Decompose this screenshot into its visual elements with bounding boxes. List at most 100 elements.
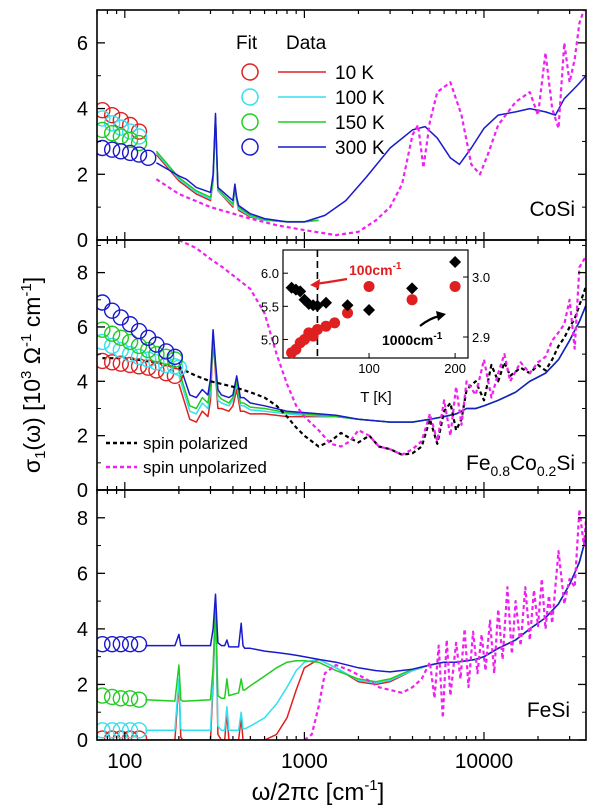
- inset-label-100-sup: -1: [393, 261, 402, 272]
- inset-point-1000cm: [294, 285, 307, 298]
- inset-label-1000: 1000cm-1: [382, 331, 443, 348]
- fecosi-label-co: Co: [510, 452, 537, 475]
- panel-frame-fesi: [96, 489, 587, 741]
- fit-marker-t150: [97, 687, 111, 704]
- y-tick-label: 2: [77, 674, 88, 696]
- y-tick-label: 6: [77, 33, 88, 55]
- fit-marker-t150: [140, 341, 157, 359]
- y-axis-label-mid: (ω) [10: [19, 379, 45, 451]
- fit-marker-t10: [130, 123, 148, 140]
- fit-marker-t10: [166, 367, 184, 385]
- inset-point-100cm: [329, 317, 341, 329]
- fit-marker-t150: [97, 121, 111, 139]
- y-axis-label-mid2: Ω: [19, 347, 45, 371]
- legend-label-t300: 300 K: [335, 138, 385, 159]
- legend-fit-marker-t100: [241, 88, 259, 106]
- panel-label-cosi: CoSi: [529, 198, 575, 221]
- legend-fit-marker-t300: [241, 138, 259, 156]
- fit-marker-t300: [97, 294, 111, 311]
- legend-fit-marker-t10: [241, 63, 259, 81]
- y-axis-label-mid3: cm: [19, 297, 45, 334]
- inset-point-1000cm: [320, 296, 333, 309]
- series-t150-fesi: [145, 537, 586, 702]
- fit-marker-t150: [112, 690, 130, 707]
- fit-marker-t300: [97, 635, 111, 653]
- theory-legend: spin polarized spin unpolarized: [106, 434, 267, 477]
- fit-marker-t300: [130, 635, 148, 653]
- fit-marker-t150: [121, 690, 139, 707]
- x-tick-label: 100: [107, 750, 142, 773]
- fit-marker-t100: [112, 341, 130, 359]
- series-t300-fecosi: [178, 304, 586, 423]
- inset-left-tick-label: 5.5: [261, 299, 279, 314]
- fecosi-label-si: Si: [556, 452, 575, 475]
- y-tick-label: 0: [77, 480, 88, 502]
- legend-label-spin-unpolarized: spin unpolarized: [143, 458, 267, 477]
- fit-marker-t100: [121, 123, 139, 140]
- fecosi-label-fe: Fe: [466, 452, 491, 475]
- y-tick-label: 2: [77, 164, 88, 186]
- legend-label-t100: 100 K: [335, 88, 385, 109]
- inset-point-100cm: [449, 280, 461, 292]
- y-axis-label-sup3: -1: [18, 283, 35, 296]
- fit-marker-t150: [157, 348, 175, 366]
- y-tick-label: 6: [77, 563, 88, 585]
- fit-marker-t150: [103, 688, 121, 706]
- fit-marker-t300: [121, 635, 139, 653]
- legend-fit-marker-t150: [241, 113, 259, 131]
- fecosi-label-sub2: 0.2: [537, 463, 557, 479]
- fit-marker-t150: [130, 134, 148, 152]
- inset-point-100cm: [342, 307, 354, 319]
- inset-label-100-main: 100cm: [349, 262, 393, 278]
- fit-marker-t10: [112, 355, 130, 372]
- fit-marker-t100: [121, 345, 139, 363]
- inset-x-label: T [K]: [360, 389, 391, 406]
- y-axis-label-end: ]: [19, 277, 45, 283]
- fit-marker-t300: [157, 343, 175, 360]
- inset-arrow-1000-head: [436, 311, 446, 321]
- inset-point-1000cm: [363, 304, 376, 316]
- fit-marker-t150: [103, 125, 121, 142]
- inset-point-100cm: [320, 320, 332, 332]
- inset-label-1000-sup: -1: [433, 331, 442, 342]
- fit-marker-t10: [148, 362, 165, 379]
- fit-marker-t300: [112, 143, 130, 160]
- x-axis-label-main: ω/2πc [cm: [252, 779, 365, 806]
- fit-marker-t100: [148, 354, 165, 371]
- inset-point-1000cm: [449, 256, 462, 268]
- fecosi-label-sub1: 0.8: [491, 463, 511, 479]
- inset-point-1000cm: [406, 282, 419, 295]
- inset-x-tick-label: 100: [358, 361, 380, 376]
- fit-marker-t300: [112, 635, 130, 653]
- x-tick-label: 10000: [455, 750, 513, 773]
- fit-marker-t150: [112, 329, 130, 347]
- fit-marker-t10: [130, 730, 148, 740]
- series-spin_unpolarized-cosi: [155, 10, 585, 237]
- fit-marker-t150: [112, 128, 130, 145]
- fit-marker-t10: [103, 354, 121, 371]
- y-tick-label: 4: [77, 371, 88, 393]
- fit-marker-t100: [97, 110, 111, 127]
- fit-marker-t150: [121, 131, 139, 148]
- y-axis-label-sup2: -1: [18, 334, 35, 347]
- fit-marker-t150: [130, 337, 148, 355]
- fit-marker-t300: [103, 141, 121, 158]
- y-tick-label: 0: [77, 730, 88, 752]
- panel-label-fesi: FeSi: [527, 699, 570, 722]
- fit-marker-t100: [130, 128, 148, 145]
- fit-marker-t10: [112, 730, 130, 740]
- y-tick-label: 8: [77, 263, 88, 285]
- inset-left-tick-label: 5.0: [261, 332, 279, 347]
- fit-marker-t10: [97, 730, 111, 740]
- y-tick-label: 4: [77, 99, 88, 121]
- series-t300-fesi: [145, 537, 586, 673]
- fit-marker-t300: [166, 348, 184, 366]
- fit-marker-t10: [121, 730, 139, 740]
- series-t100-cosi: [155, 117, 319, 223]
- fit-marker-t300: [103, 635, 121, 653]
- fit-marker-t150: [148, 345, 165, 363]
- inset-x-tick-label: 200: [444, 361, 466, 376]
- fit-marker-t150: [130, 691, 148, 708]
- legend-label-t10: 10 K: [335, 63, 374, 84]
- fit-marker-t300: [130, 146, 148, 163]
